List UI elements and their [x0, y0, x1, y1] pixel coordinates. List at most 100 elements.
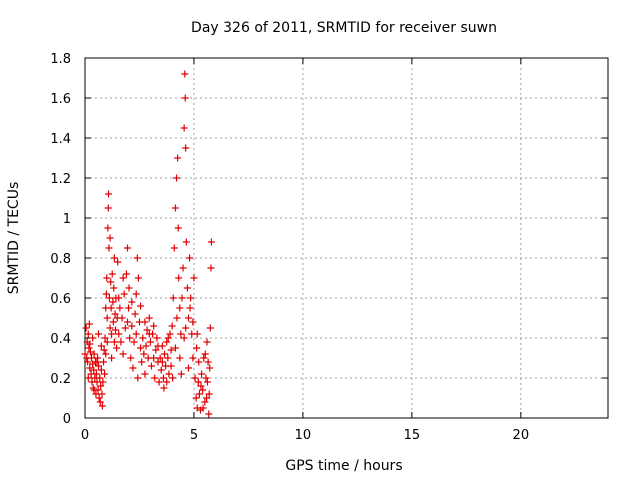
data-point: [176, 304, 184, 312]
data-point: [193, 330, 201, 338]
data-point: [117, 338, 125, 346]
data-point: [86, 348, 94, 356]
data-point: [189, 354, 197, 362]
data-point: [163, 378, 171, 386]
x-tick-label: 20: [513, 428, 530, 443]
data-point: [167, 362, 175, 370]
data-point: [160, 384, 168, 392]
data-points: [81, 70, 215, 418]
data-point: [164, 334, 172, 342]
data-point: [142, 342, 150, 350]
data-point: [189, 318, 197, 326]
data-point: [201, 398, 209, 406]
data-point: [95, 330, 103, 338]
axis-ticks: [84, 57, 608, 419]
data-point: [115, 330, 123, 338]
data-point: [174, 224, 182, 232]
data-point: [102, 350, 110, 358]
data-point: [82, 324, 90, 332]
data-point: [112, 326, 120, 334]
data-point: [108, 330, 116, 338]
data-point: [182, 324, 190, 332]
grid-lines: [85, 58, 608, 418]
data-point: [181, 94, 189, 102]
data-point: [105, 244, 113, 252]
data-point: [114, 258, 122, 266]
data-point: [98, 390, 106, 398]
data-point: [157, 366, 165, 374]
data-point: [89, 334, 97, 342]
data-point: [118, 314, 126, 322]
data-point: [96, 374, 104, 382]
data-point: [141, 318, 149, 326]
data-point: [203, 378, 211, 386]
data-point: [123, 244, 131, 252]
data-point: [171, 204, 179, 212]
x-tick-label: 0: [81, 428, 89, 443]
data-point: [109, 318, 117, 326]
data-point: [115, 294, 123, 302]
data-point: [195, 358, 203, 366]
data-point: [193, 344, 201, 352]
data-point: [94, 354, 102, 362]
data-point: [155, 378, 163, 386]
data-point: [185, 314, 193, 322]
data-point: [173, 174, 181, 182]
data-point: [182, 144, 190, 152]
data-point: [173, 314, 181, 322]
data-point: [92, 370, 100, 378]
data-point: [98, 402, 106, 410]
data-point: [97, 382, 105, 390]
data-point: [125, 284, 133, 292]
data-point: [199, 404, 207, 412]
data-point: [109, 298, 117, 306]
data-point: [175, 274, 183, 282]
data-point: [182, 238, 190, 246]
data-point: [179, 264, 187, 272]
data-point: [102, 290, 110, 298]
data-point: [199, 386, 207, 394]
data-point: [143, 326, 151, 334]
data-point: [93, 358, 101, 366]
data-point: [100, 358, 108, 366]
data-point: [180, 124, 188, 132]
y-tick-label: 0.2: [50, 372, 71, 387]
data-point: [133, 254, 141, 262]
data-point: [169, 374, 177, 382]
data-point: [203, 394, 211, 402]
data-point: [86, 340, 94, 348]
x-tick-labels: 0 5 10 15 20: [81, 428, 529, 443]
data-point: [81, 350, 89, 358]
y-tick-label: 0.8: [50, 252, 71, 267]
data-point: [194, 378, 202, 386]
data-point: [207, 238, 215, 246]
data-point: [105, 294, 113, 302]
data-point: [101, 334, 109, 342]
data-point: [165, 370, 173, 378]
data-point: [167, 346, 175, 354]
data-point: [205, 390, 213, 398]
data-point: [132, 290, 140, 298]
y-tick-label: 1: [63, 212, 71, 227]
data-point: [110, 284, 118, 292]
data-point: [156, 354, 164, 362]
data-point: [85, 344, 93, 352]
data-point: [84, 374, 92, 382]
x-tick-label: 15: [404, 428, 421, 443]
data-point: [108, 354, 116, 362]
data-point: [183, 284, 191, 292]
y-tick-label: 0: [63, 412, 71, 427]
data-point: [151, 374, 159, 382]
data-point: [127, 354, 135, 362]
data-point: [141, 370, 149, 378]
data-point: [130, 338, 138, 346]
data-point: [116, 304, 124, 312]
data-point: [180, 334, 188, 342]
x-axis-label: GPS time / hours: [285, 458, 402, 474]
x-tick-label: 5: [190, 428, 198, 443]
data-point: [186, 254, 194, 262]
data-point: [170, 244, 178, 252]
data-point: [203, 338, 211, 346]
data-point: [95, 394, 103, 402]
data-point: [110, 338, 118, 346]
